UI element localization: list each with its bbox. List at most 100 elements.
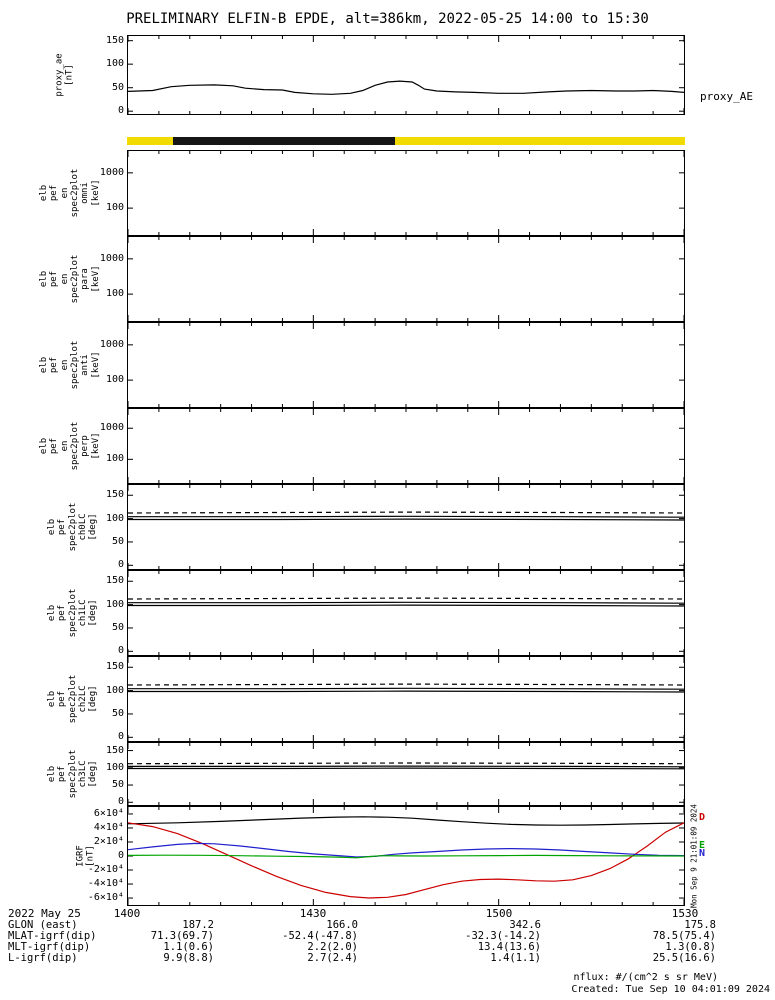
y-tick-label: 100 bbox=[105, 453, 124, 465]
ephemeris-value: 9.9(8.8) bbox=[163, 952, 214, 964]
series-loss-cone-lower bbox=[128, 518, 684, 521]
y-axis-label: proxy_ae [nT] bbox=[54, 53, 75, 97]
time-tick-label: 1530 bbox=[671, 907, 699, 920]
ephemeris-row: L-igrf(dip) 9.9(8.8) 2.7(2.4) 1.4(1.1) 25.5(… bbox=[0, 952, 775, 964]
y-tick-label: 2×10⁴ bbox=[93, 835, 124, 847]
proxy-ae-right-label: proxy_AE bbox=[700, 90, 753, 103]
y-tick-label: -4×10⁴ bbox=[87, 878, 124, 890]
y-tick-label: 0 bbox=[117, 105, 124, 117]
y-tick-label: 150 bbox=[105, 661, 124, 673]
y-axis-label: elb pef spec2plot ch1LC [deg] bbox=[47, 588, 99, 638]
y-tick-label: 100 bbox=[105, 58, 124, 70]
y-tick-label: 50 bbox=[111, 81, 124, 93]
panel-pa_ch0: 150 100 50 0 elb pef spec2plot ch0LC [deg] bbox=[47, 484, 685, 570]
panel-pa_ch3: 150 100 50 0 elb pef spec2plot ch3LC [deg] bbox=[47, 742, 685, 807]
y-tick-label: 150 bbox=[105, 744, 124, 756]
y-tick-label: 0 bbox=[117, 850, 124, 861]
panel-en_para: 1000 100 elb pef en spec2plot para [keV] bbox=[39, 236, 685, 322]
series-loss-cone-upper bbox=[128, 687, 684, 690]
series-B-total bbox=[128, 816, 684, 826]
y-tick-label: 0 bbox=[117, 645, 124, 657]
y-axis-label: elb pef en spec2plot anti [keV] bbox=[38, 340, 101, 390]
y-axis-label: elb pef spec2plot ch3LC [deg] bbox=[47, 749, 99, 799]
series-anti-loss-cone bbox=[128, 762, 684, 765]
y-tick-label: -2×10⁴ bbox=[87, 864, 124, 875]
igrf-legend-letter: E bbox=[699, 840, 706, 851]
y-axis-label: elb pef spec2plot ch2LC [deg] bbox=[47, 674, 99, 724]
series-B-D bbox=[128, 822, 684, 899]
ephemeris-row: MLAT-igrf(dip) 71.3(69.7) -52.4(-47.8) -32.… bbox=[0, 930, 775, 942]
ephemeris-row-label: L-igrf(dip) bbox=[8, 952, 78, 964]
y-axis-label: elb pef spec2plot ch0LC [deg] bbox=[47, 502, 99, 552]
y-axis-label: IGRF [nT] bbox=[75, 845, 96, 867]
ephemeris-value: 2.7(2.4) bbox=[307, 952, 358, 964]
ephemeris-value: 342.6 bbox=[509, 919, 541, 931]
y-tick-label: 100 bbox=[105, 202, 124, 214]
y-tick-label: 0 bbox=[117, 731, 124, 743]
ephemeris-value: 166.0 bbox=[326, 919, 358, 931]
series-loss-cone-upper bbox=[128, 765, 684, 768]
state-bar-segment bbox=[172, 137, 395, 145]
ephemeris-row-label: MLT-igrf(dip) bbox=[8, 941, 91, 953]
time-tick-label: 1400 bbox=[113, 907, 141, 920]
y-tick-label: 150 bbox=[105, 575, 124, 587]
ephemeris-row-label: GLON (east) bbox=[8, 919, 78, 931]
y-axis-label: elb pef en spec2plot perp [keV] bbox=[38, 421, 101, 471]
ephemeris-value: 71.3(69.7) bbox=[150, 930, 214, 942]
nflux-units-note: nflux: #/(cm^2 s sr MeV) bbox=[573, 972, 719, 983]
y-tick-label: 100 bbox=[105, 512, 124, 524]
igrf-legend-letter: N bbox=[699, 848, 706, 859]
panel-en_omni: 1000 100 elb pef en spec2plot omni [keV] bbox=[39, 150, 685, 236]
ephemeris-row: GLON (east) 187.2 166.0 342.6 175.8 bbox=[0, 919, 775, 931]
ephemeris-value: 175.8 bbox=[684, 919, 716, 931]
series-B-E bbox=[128, 854, 684, 859]
y-tick-label: 50 bbox=[111, 535, 124, 547]
y-tick-label: 6×10⁴ bbox=[93, 807, 124, 819]
y-tick-label: 100 bbox=[105, 374, 124, 386]
ephemeris-value: 1.1(0.6) bbox=[163, 941, 214, 953]
ephemeris-value: -32.3(-14.2) bbox=[465, 930, 541, 942]
series-anti-loss-cone bbox=[128, 511, 684, 514]
ephemeris-value: 187.2 bbox=[182, 919, 214, 931]
ephemeris-value: 1.3(0.8) bbox=[665, 941, 716, 953]
y-tick-label: 1000 bbox=[99, 252, 124, 264]
y-tick-label: 150 bbox=[105, 34, 124, 46]
date-label: 2022 May 25 bbox=[8, 907, 81, 920]
y-tick-label: 100 bbox=[105, 598, 124, 610]
ephemeris-row: MLT-igrf(dip) 1.1(0.6) 2.2(2.0) 13.4(13.6) 1… bbox=[0, 941, 775, 953]
panel-en_perp: 1000 100 elb pef en spec2plot perp [keV] bbox=[39, 408, 685, 484]
ephemeris-value: 1.4(1.1) bbox=[490, 952, 541, 964]
panel-proxy: 150 100 50 0 proxy_ae [nT] bbox=[55, 35, 685, 116]
y-tick-label: 100 bbox=[105, 761, 124, 773]
y-tick-label: 0 bbox=[117, 559, 124, 571]
y-tick-label: 50 bbox=[111, 707, 124, 719]
series-B-N bbox=[128, 842, 684, 858]
y-tick-label: 50 bbox=[111, 621, 124, 633]
y-tick-label: 100 bbox=[105, 288, 124, 300]
panel-igrf: 6×10⁴ 4×10⁴ 2×10⁴ 0 -2×10⁴ -4×10⁴ -6×10⁴ IGRF [… bbox=[76, 806, 685, 906]
y-tick-label: 1000 bbox=[99, 166, 124, 178]
series-loss-cone-lower bbox=[128, 604, 684, 607]
ephemeris-value: 13.4(13.6) bbox=[477, 941, 541, 953]
ephemeris-value: 25.5(16.6) bbox=[652, 952, 716, 964]
state-bar-segment bbox=[394, 137, 685, 145]
time-axis-labels: 1400 1430 1500 1530 bbox=[0, 907, 775, 920]
state-bar bbox=[127, 137, 685, 145]
time-tick-label: 1500 bbox=[485, 907, 513, 920]
series-loss-cone-upper bbox=[128, 515, 684, 518]
panel-pa_ch1: 150 100 50 0 elb pef spec2plot ch1LC [deg] bbox=[47, 570, 685, 656]
y-tick-label: 100 bbox=[105, 684, 124, 696]
igrf-legend-letter: D bbox=[699, 812, 706, 823]
side-timestamp: Mon Sep 9 21:01:09 2024 bbox=[689, 804, 699, 908]
ephemeris-value: -52.4(-47.8) bbox=[282, 930, 358, 942]
series-loss-cone-lower bbox=[128, 767, 684, 770]
series-proxy_AE bbox=[128, 80, 684, 95]
series-loss-cone-upper bbox=[128, 601, 684, 604]
plot-title: PRELIMINARY ELFIN-B EPDE, alt=386km, 202… bbox=[126, 11, 649, 27]
y-axis-label: elb pef en spec2plot omni [keV] bbox=[38, 168, 101, 218]
series-loss-cone-lower bbox=[128, 690, 684, 693]
state-bar-segment bbox=[127, 137, 173, 145]
y-tick-label: 1000 bbox=[99, 422, 124, 434]
ephemeris-table: GLON (east) 187.2 166.0 342.6 175.8 MLAT-igrf… bbox=[0, 919, 775, 965]
